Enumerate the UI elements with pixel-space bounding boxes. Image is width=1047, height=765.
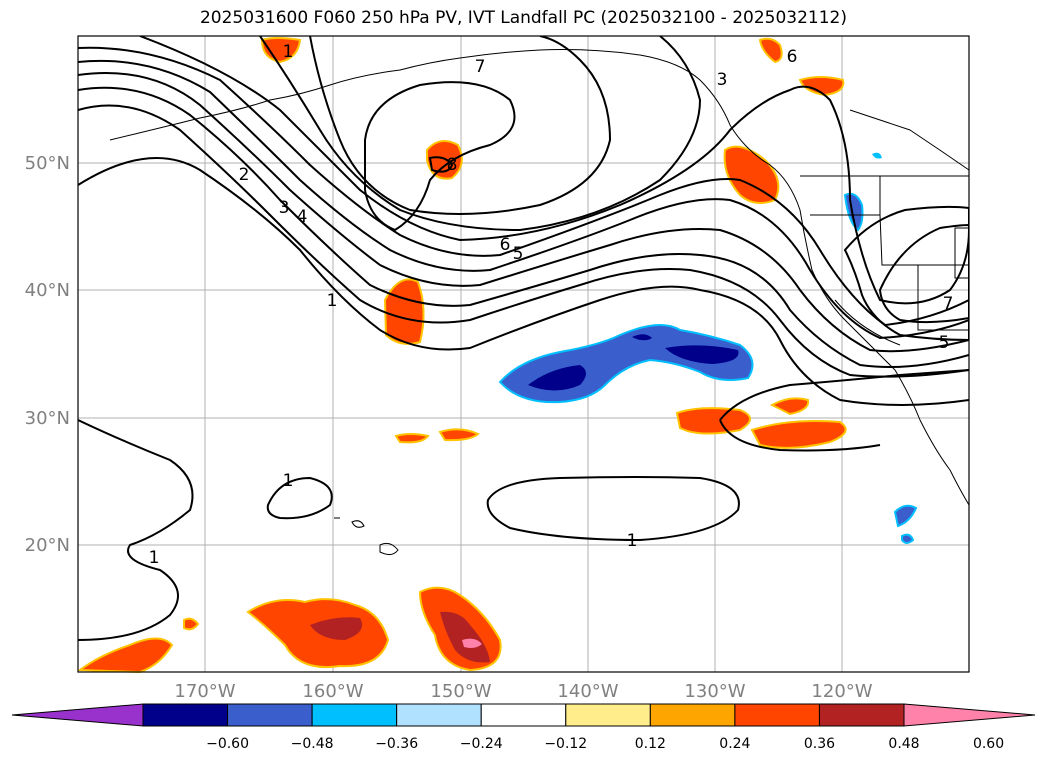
- lat-label: 40°N: [25, 280, 70, 301]
- contour-label: 7: [475, 57, 486, 77]
- pv-patch: [901, 533, 915, 544]
- contour-label: 2: [239, 165, 250, 185]
- colorbar: [11, 703, 1036, 727]
- pv-patch: [77, 637, 174, 674]
- colorbar-tick-label: −0.36: [375, 736, 419, 752]
- pv-patch: [528, 365, 586, 391]
- colorbar-tick-label: −0.48: [290, 736, 334, 752]
- colorbar-tick-label: 0.60: [972, 736, 1005, 752]
- lon-label: 130°W: [684, 681, 745, 702]
- pv-patch: [440, 611, 490, 663]
- contour-line: [139, 36, 969, 305]
- contour-label: 6: [500, 235, 511, 255]
- contour-label: 5: [939, 333, 950, 353]
- colorbar-segment: [396, 703, 482, 727]
- colorbar-extend-min: [11, 703, 144, 727]
- pv-patch: [462, 638, 482, 648]
- contour-line: [364, 81, 516, 232]
- lat-label: 30°N: [25, 408, 70, 429]
- pv-patch: [750, 420, 847, 449]
- contour-line: [486, 476, 740, 542]
- contour-label: 1: [149, 548, 160, 568]
- contour-label: 1: [327, 291, 338, 311]
- contour-line: [259, 36, 702, 232]
- contour-label: 8: [447, 155, 458, 175]
- contour-label: 5: [513, 244, 524, 264]
- colorbar-segment: [734, 703, 820, 727]
- pv-patch: [872, 152, 882, 159]
- contour-label: 3: [279, 198, 290, 218]
- pv-patch: [675, 407, 751, 435]
- contour-line: [78, 86, 969, 369]
- colorbar-tick-label: 0.48: [888, 736, 920, 752]
- colorbar-segment: [227, 703, 313, 727]
- pv-negative-patches: [498, 152, 918, 544]
- pv-patch: [632, 334, 652, 341]
- contour-label: 4: [297, 207, 308, 227]
- pv-patch: [665, 345, 739, 364]
- colorbar-segment: [480, 703, 567, 727]
- colorbar-tick-label: 0.24: [719, 736, 751, 752]
- pv-patch: [893, 504, 918, 528]
- contour-line: [78, 419, 194, 641]
- colorbar-segment: [649, 703, 736, 727]
- contour-label: 6: [787, 47, 798, 67]
- lon-label: 140°W: [557, 681, 618, 702]
- contour-line: [78, 72, 969, 353]
- pv-patch: [438, 428, 480, 442]
- lat-label: 50°N: [25, 153, 70, 174]
- contour-line: [719, 419, 881, 452]
- colorbar-segment: [565, 703, 651, 727]
- pv-patch: [310, 617, 363, 640]
- contour-line: [428, 156, 454, 173]
- contour-label: 1: [283, 471, 294, 491]
- lon-label: 170°W: [174, 681, 235, 702]
- contour-line: [843, 205, 969, 342]
- contour-labels: 1 7 3 6 8 2 3 4 6 5 1 7 5 1 1 1: [149, 42, 954, 568]
- contour-label: 7: [943, 294, 954, 314]
- colorbar-tick-label: 0.12: [634, 736, 666, 752]
- pv-positive-patches: [77, 37, 847, 674]
- map-title: 2025031600 F060 250 hPa PV, IVT Landfall…: [199, 8, 847, 28]
- pv-contours: [78, 36, 969, 641]
- colorbar-tick-label: −0.12: [544, 736, 588, 752]
- pv-patch: [394, 433, 430, 444]
- contour-label: 1: [283, 42, 294, 62]
- contour-line: [78, 157, 969, 406]
- lon-label: 150°W: [430, 681, 491, 702]
- colorbar-segment: [311, 703, 398, 727]
- contour-line: [78, 46, 969, 327]
- pv-patch: [798, 76, 845, 97]
- lon-labels: 170°W 160°W 150°W 140°W 130°W 120°W: [174, 681, 872, 702]
- contour-label: 3: [717, 70, 728, 90]
- colorbar-tick-label: −0.24: [459, 736, 503, 752]
- contour-line: [719, 369, 969, 421]
- colorbar-segment: [818, 703, 905, 727]
- contour-line: [309, 36, 612, 215]
- contour-line: [78, 104, 969, 378]
- contour-line: [266, 476, 333, 520]
- colorbar-segment: [142, 703, 229, 727]
- colorbar-extend-max: [903, 703, 1036, 727]
- lat-label: 20°N: [25, 535, 70, 556]
- lon-label: 120°W: [811, 681, 872, 702]
- contour-line: [78, 59, 969, 340]
- pv-patch: [843, 192, 864, 232]
- contour-line: [878, 223, 969, 324]
- pv-patch: [769, 397, 810, 416]
- lon-label: 160°W: [302, 681, 363, 702]
- coastlines: [109, 49, 970, 556]
- pv-patch: [260, 37, 302, 64]
- colorbar-tick-label: −0.60: [206, 736, 249, 752]
- colorbar-tick-label: 0.36: [803, 736, 836, 752]
- pv-patch: [183, 617, 200, 631]
- contour-label: 1: [627, 531, 638, 551]
- lat-labels: 50°N 40°N 30°N 20°N: [25, 153, 70, 556]
- pv-patch: [758, 37, 783, 64]
